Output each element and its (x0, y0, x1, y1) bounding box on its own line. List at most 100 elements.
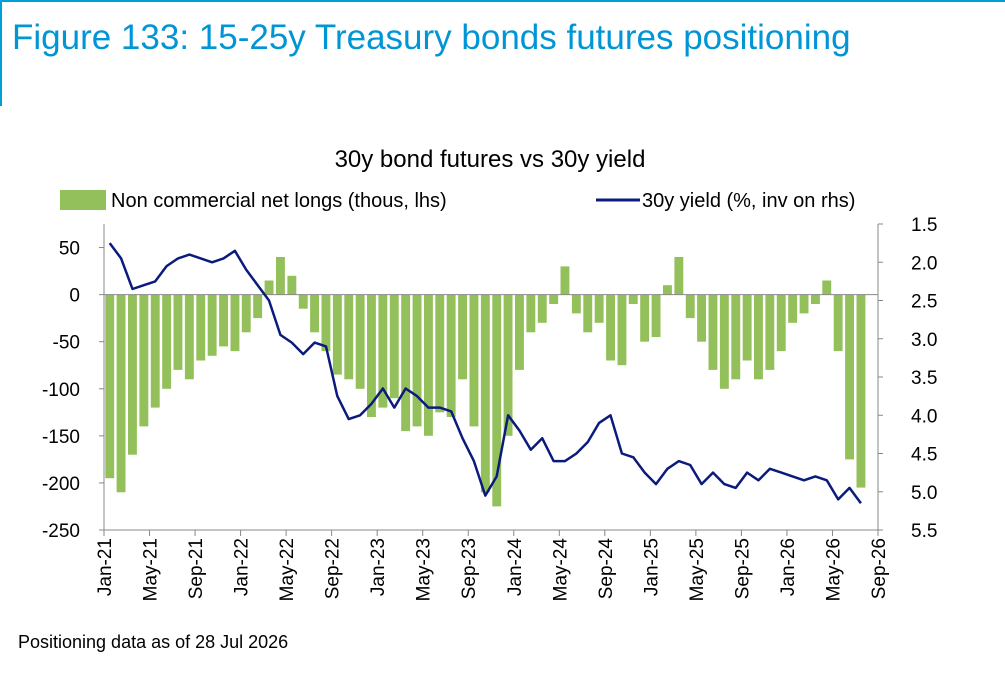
bar (754, 294, 763, 380)
left-tick-label: -100 (42, 380, 80, 401)
right-tick-label: 5.5 (911, 521, 937, 542)
bar (663, 285, 672, 295)
bar (480, 294, 490, 493)
x-tick-label: May-23 (414, 538, 435, 601)
bar (822, 280, 832, 295)
bar (196, 294, 206, 361)
bar (833, 294, 843, 352)
footnote: Positioning data as of 28 Jul 2026 (18, 632, 289, 652)
bar (184, 294, 194, 380)
bar (515, 294, 524, 370)
bar (355, 294, 365, 389)
bar (640, 294, 650, 342)
bar (253, 294, 263, 319)
bar (811, 294, 820, 304)
x-tick-label: May-24 (550, 538, 571, 602)
figure-title: Figure 133: 15-25y Treasury bonds future… (12, 18, 851, 57)
x-tick-label: May-22 (277, 538, 298, 601)
bar (697, 294, 706, 342)
left-tick-label: -150 (42, 427, 80, 448)
bar (139, 294, 149, 427)
right-tick-label: 2.0 (911, 253, 937, 274)
x-tick-label: Sep-23 (459, 538, 480, 599)
bar (685, 294, 695, 319)
bar (298, 294, 308, 309)
bar (287, 275, 297, 295)
x-tick-label: Sep-24 (596, 538, 617, 600)
x-tick-label: Sep-25 (732, 538, 753, 599)
legend-bars-label: Non commercial net longs (thous, lhs) (111, 190, 447, 212)
bar (344, 294, 354, 380)
bar (719, 294, 729, 389)
bar (537, 294, 547, 323)
figure-header: Figure 133: 15-25y Treasury bonds future… (0, 0, 1005, 106)
right-tick-label: 2.5 (911, 292, 937, 313)
left-tick-label: -200 (42, 474, 80, 495)
bar (219, 294, 228, 347)
bar (173, 294, 183, 370)
bar (617, 294, 627, 366)
x-tick-label: May-25 (687, 538, 708, 601)
bar (458, 294, 467, 380)
bar (708, 294, 718, 370)
bar (424, 294, 433, 436)
left-tick-label: -250 (42, 521, 80, 542)
bar (731, 294, 741, 380)
bar (674, 257, 684, 295)
bar (276, 257, 285, 295)
left-tick-label: -50 (53, 333, 80, 354)
left-tick-label: 0 (69, 286, 80, 307)
bar (105, 294, 115, 479)
x-tick-label: Jan-23 (368, 538, 389, 596)
bar (583, 294, 593, 333)
bar (788, 294, 798, 323)
bar (378, 294, 388, 408)
right-tick-label: 3.0 (911, 330, 937, 351)
bar (526, 294, 536, 333)
bar (128, 294, 137, 455)
x-tick-label: Sep-21 (186, 538, 207, 599)
bar (560, 266, 570, 295)
x-tick-label: Jan-24 (505, 538, 526, 597)
plot-area: 50 0 -50 -100 -150 -200 -250 1.5 2.0 2.5 3.0 3.5 4.0… (42, 215, 937, 601)
bar (207, 294, 217, 356)
bar (856, 294, 866, 488)
bar (116, 294, 126, 493)
right-tick-label: 5.0 (911, 483, 937, 504)
x-tick-label: Sep-22 (323, 538, 344, 599)
bar (492, 294, 502, 507)
bar (230, 294, 240, 352)
bar (651, 294, 661, 337)
bar (446, 294, 456, 417)
x-tick-label: Jan-26 (778, 538, 799, 596)
right-tick-label: 3.5 (911, 368, 937, 389)
legend-bar-swatch (60, 190, 106, 210)
x-tick-label: Jan-25 (641, 538, 662, 596)
right-tick-label: 4.5 (911, 445, 937, 466)
right-tick-label: 4.0 (911, 406, 937, 427)
bar (628, 294, 638, 304)
left-tick-label: 50 (59, 239, 80, 260)
bar (162, 294, 172, 389)
bar (549, 294, 559, 304)
bar (367, 294, 376, 417)
bar (321, 294, 331, 352)
x-tick-label: Jan-21 (95, 538, 116, 596)
bar (469, 294, 479, 427)
bar (606, 294, 615, 361)
bar (571, 294, 581, 314)
x-tick-label: May-26 (823, 538, 844, 601)
bar (845, 294, 854, 460)
bar (241, 294, 251, 333)
x-tick-label: Sep-26 (869, 538, 890, 599)
bar (264, 280, 274, 295)
right-tick-label: 1.5 (911, 215, 937, 236)
legend-line-label: 30y yield (%, inv on rhs) (642, 190, 855, 212)
bar (776, 294, 786, 352)
bar (150, 294, 160, 408)
x-tick-label: Jan-22 (232, 538, 253, 596)
chart-title: 30y bond futures vs 30y yield (335, 146, 646, 173)
bar (401, 294, 411, 432)
yield-line (108, 242, 862, 504)
